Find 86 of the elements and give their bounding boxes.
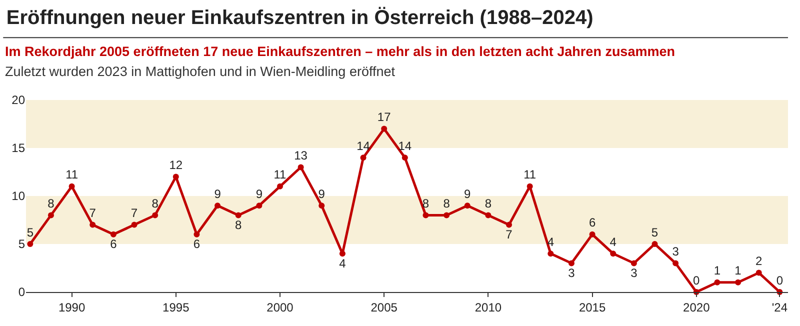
x-tick-label: 1995 xyxy=(162,300,190,314)
x-tick-label: 2010 xyxy=(474,300,502,314)
data-label: 11 xyxy=(66,168,78,182)
y-tick-label: 10 xyxy=(12,189,26,204)
point xyxy=(90,222,96,228)
point xyxy=(610,250,616,257)
data-label: 12 xyxy=(169,158,183,172)
point xyxy=(652,241,658,247)
point xyxy=(152,212,158,218)
data-label: 8 xyxy=(48,196,55,210)
data-label: 4 xyxy=(339,256,346,270)
point xyxy=(48,212,54,218)
y-tick-label: 15 xyxy=(12,141,26,156)
point xyxy=(485,212,492,218)
point xyxy=(444,212,450,218)
point xyxy=(194,231,200,238)
data-label: 6 xyxy=(588,216,596,230)
point xyxy=(526,183,533,190)
data-label: 14 xyxy=(398,138,412,153)
data-label: 3 xyxy=(630,266,638,280)
data-label: 0 xyxy=(776,273,784,288)
data-label: 0 xyxy=(693,273,700,288)
data-label: 5 xyxy=(651,225,658,240)
data-label: 4 xyxy=(610,234,617,249)
data-label: 6 xyxy=(110,237,118,252)
x-tick-label: 2005 xyxy=(370,300,398,314)
x-tick-label: '24 xyxy=(772,300,788,314)
data-label: 3 xyxy=(568,266,576,280)
x-tick-label: 2000 xyxy=(266,300,294,314)
data-label: 14 xyxy=(356,138,370,153)
data-label: 8 xyxy=(443,196,450,210)
data-label: 4 xyxy=(547,234,554,249)
data-label: 8 xyxy=(235,218,242,232)
point xyxy=(402,154,408,161)
chart-subtitle: Im Rekordjahr 2005 eröffneten 17 neue Einkaufszentren – mehr als in den letzten acht Jahren zusammen xyxy=(5,44,675,59)
data-label: 13 xyxy=(294,148,308,162)
point xyxy=(235,212,242,218)
point xyxy=(714,279,720,286)
data-label: 3 xyxy=(672,244,680,258)
point xyxy=(381,126,388,132)
point xyxy=(735,279,742,286)
point xyxy=(298,164,304,170)
data-label: 7 xyxy=(130,206,138,220)
chart-title: Eröffnungen neuer Einkaufszentren in Österreich (1988–2024) xyxy=(6,6,594,29)
x-tick-label: 2020 xyxy=(683,300,710,314)
data-label: 11 xyxy=(524,168,536,182)
point xyxy=(339,250,346,257)
data-label: 2 xyxy=(756,254,763,268)
point xyxy=(568,260,574,266)
data-label: 8 xyxy=(484,196,492,210)
data-label: 17 xyxy=(377,110,392,124)
x-tick-label: 1990 xyxy=(58,300,86,314)
point xyxy=(131,222,138,228)
point xyxy=(756,270,762,276)
point xyxy=(277,183,283,190)
point xyxy=(548,250,554,257)
point xyxy=(110,231,116,238)
point xyxy=(68,183,75,190)
data-label: 8 xyxy=(422,196,430,210)
point xyxy=(360,154,366,161)
data-label: 9 xyxy=(256,186,263,201)
point xyxy=(630,260,637,266)
data-label: 7 xyxy=(89,206,96,220)
y-tick-label: 5 xyxy=(18,237,26,252)
data-label: 9 xyxy=(464,186,472,201)
point xyxy=(672,260,679,266)
data-label: 1 xyxy=(734,264,742,278)
point xyxy=(422,212,429,218)
data-label: 7 xyxy=(506,228,513,242)
data-label: 8 xyxy=(152,196,159,210)
point xyxy=(27,241,34,247)
point xyxy=(256,202,262,209)
point xyxy=(589,231,596,238)
point xyxy=(318,202,325,209)
data-label: 9 xyxy=(318,186,326,201)
data-label: 11 xyxy=(274,168,287,182)
data-label: 1 xyxy=(714,264,721,278)
text: Zuletzt wurden 2023 in Mattighofen und in Wien-Meidling eröffnet xyxy=(5,64,396,79)
data-label: 6 xyxy=(193,237,200,252)
y-tick-label: 0 xyxy=(18,285,26,300)
x-tick-label: 2015 xyxy=(578,300,606,314)
point xyxy=(506,222,512,228)
data-label: 9 xyxy=(214,186,222,201)
y-tick-label: 20 xyxy=(12,93,26,108)
point xyxy=(464,202,470,209)
point xyxy=(214,202,221,209)
